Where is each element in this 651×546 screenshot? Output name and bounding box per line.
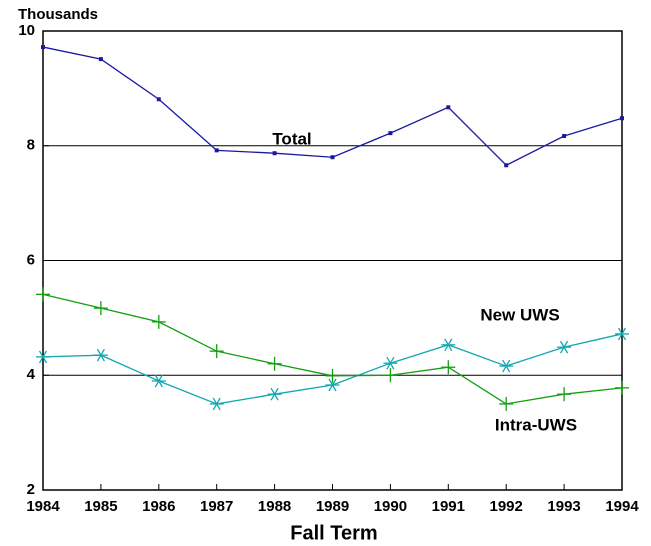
marker (212, 397, 221, 411)
series-label: New UWS (480, 305, 559, 324)
x-tick-label: 1984 (26, 498, 60, 515)
marker (504, 163, 509, 168)
data-point (446, 105, 451, 110)
marker (446, 105, 451, 110)
data-point (272, 151, 277, 156)
data-point (267, 356, 282, 371)
data-point (98, 57, 103, 62)
marker (272, 151, 277, 156)
marker (96, 348, 105, 362)
data-point (499, 359, 514, 373)
marker (620, 116, 624, 121)
data-point (620, 116, 624, 121)
data-point (383, 356, 398, 370)
data-point (441, 360, 456, 375)
marker (156, 97, 161, 102)
marker (98, 57, 103, 62)
marker (330, 155, 335, 160)
x-tick-label: 1994 (605, 498, 639, 515)
data-point (209, 397, 224, 411)
data-point (267, 387, 282, 401)
x-tick-label: 1985 (84, 498, 117, 515)
x-tick-label: 1992 (490, 498, 523, 515)
data-point (151, 374, 166, 388)
marker (560, 340, 569, 354)
data-point (557, 387, 572, 402)
data-point (615, 327, 629, 341)
x-tick-label: 1987 (200, 498, 233, 515)
data-point (93, 348, 108, 362)
data-point (615, 380, 629, 395)
marker (386, 356, 395, 370)
marker (617, 327, 627, 341)
marker (270, 387, 279, 401)
x-tick-label: 1986 (142, 498, 175, 515)
data-point (325, 368, 340, 383)
x-tick-label: 1988 (258, 498, 291, 515)
data-point (93, 301, 108, 316)
data-point (156, 97, 161, 102)
data-point (562, 133, 567, 138)
data-point (214, 148, 219, 153)
marker (502, 359, 511, 373)
data-point (504, 163, 509, 168)
series-line (42, 46, 623, 167)
x-tick-label: 1989 (316, 498, 349, 515)
marker (444, 338, 453, 352)
data-point (441, 338, 456, 352)
y-tick-label: 6 (27, 251, 35, 268)
data-point (325, 378, 340, 392)
y-tick-label: 4 (27, 366, 36, 383)
data-point (388, 131, 393, 136)
marker (328, 378, 337, 392)
data-point (499, 396, 514, 411)
marker (41, 45, 45, 50)
data-point (36, 287, 50, 302)
x-tick-label: 1990 (374, 498, 407, 515)
data-point (209, 344, 224, 359)
data-point (36, 350, 50, 364)
series-label: Intra-UWS (495, 415, 577, 434)
marker (38, 350, 48, 364)
marker (388, 131, 393, 136)
series-label: Total (272, 129, 311, 148)
unit-label: Thousands (18, 6, 98, 23)
data-point (330, 155, 335, 160)
y-tick-label: 8 (27, 137, 35, 154)
marker (214, 148, 219, 153)
data-point (41, 45, 45, 50)
x-axis-title: Fall Term (290, 522, 377, 544)
data-point (151, 314, 166, 329)
marker (562, 133, 567, 138)
x-tick-label: 1993 (547, 498, 580, 515)
data-point (383, 368, 398, 383)
data-point (557, 340, 572, 354)
y-tick-label: 10 (18, 22, 35, 39)
x-tick-label: 1991 (432, 498, 465, 515)
marker (154, 374, 163, 388)
y-tick-label: 2 (27, 481, 35, 498)
